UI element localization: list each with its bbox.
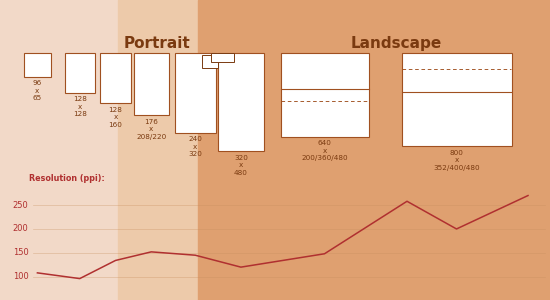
Bar [175,52,216,133]
Text: 150: 150 [13,248,29,257]
Text: 320
x
480: 320 x 480 [234,155,248,176]
Text: 240
x
320: 240 x 320 [188,136,202,157]
Bar [100,52,131,103]
Text: 128
x
160: 128 x 160 [108,107,123,128]
Bar [402,52,512,146]
Text: 800
x
352/400/480: 800 x 352/400/480 [433,149,480,170]
Text: Resolution (ppi):: Resolution (ppi): [29,174,104,183]
Text: 96
x
65: 96 x 65 [33,80,42,101]
Text: 128
x
128: 128 x 128 [73,96,87,117]
Text: 200: 200 [13,224,29,233]
Text: 640
x
200/360/480: 640 x 200/360/480 [301,140,348,161]
Bar [134,52,168,115]
Bar [0,0,118,300]
Bar [280,52,368,136]
Bar [118,0,198,300]
Bar [202,55,218,68]
Bar [218,52,265,151]
Text: 250: 250 [13,201,29,210]
Bar [198,0,550,300]
Text: 100: 100 [13,272,29,281]
Text: 176
x
208/220: 176 x 208/220 [136,119,166,140]
Bar [211,53,234,62]
Bar [24,52,51,76]
Text: Landscape: Landscape [350,36,442,51]
Bar [65,52,95,92]
Text: Portrait: Portrait [123,36,190,51]
